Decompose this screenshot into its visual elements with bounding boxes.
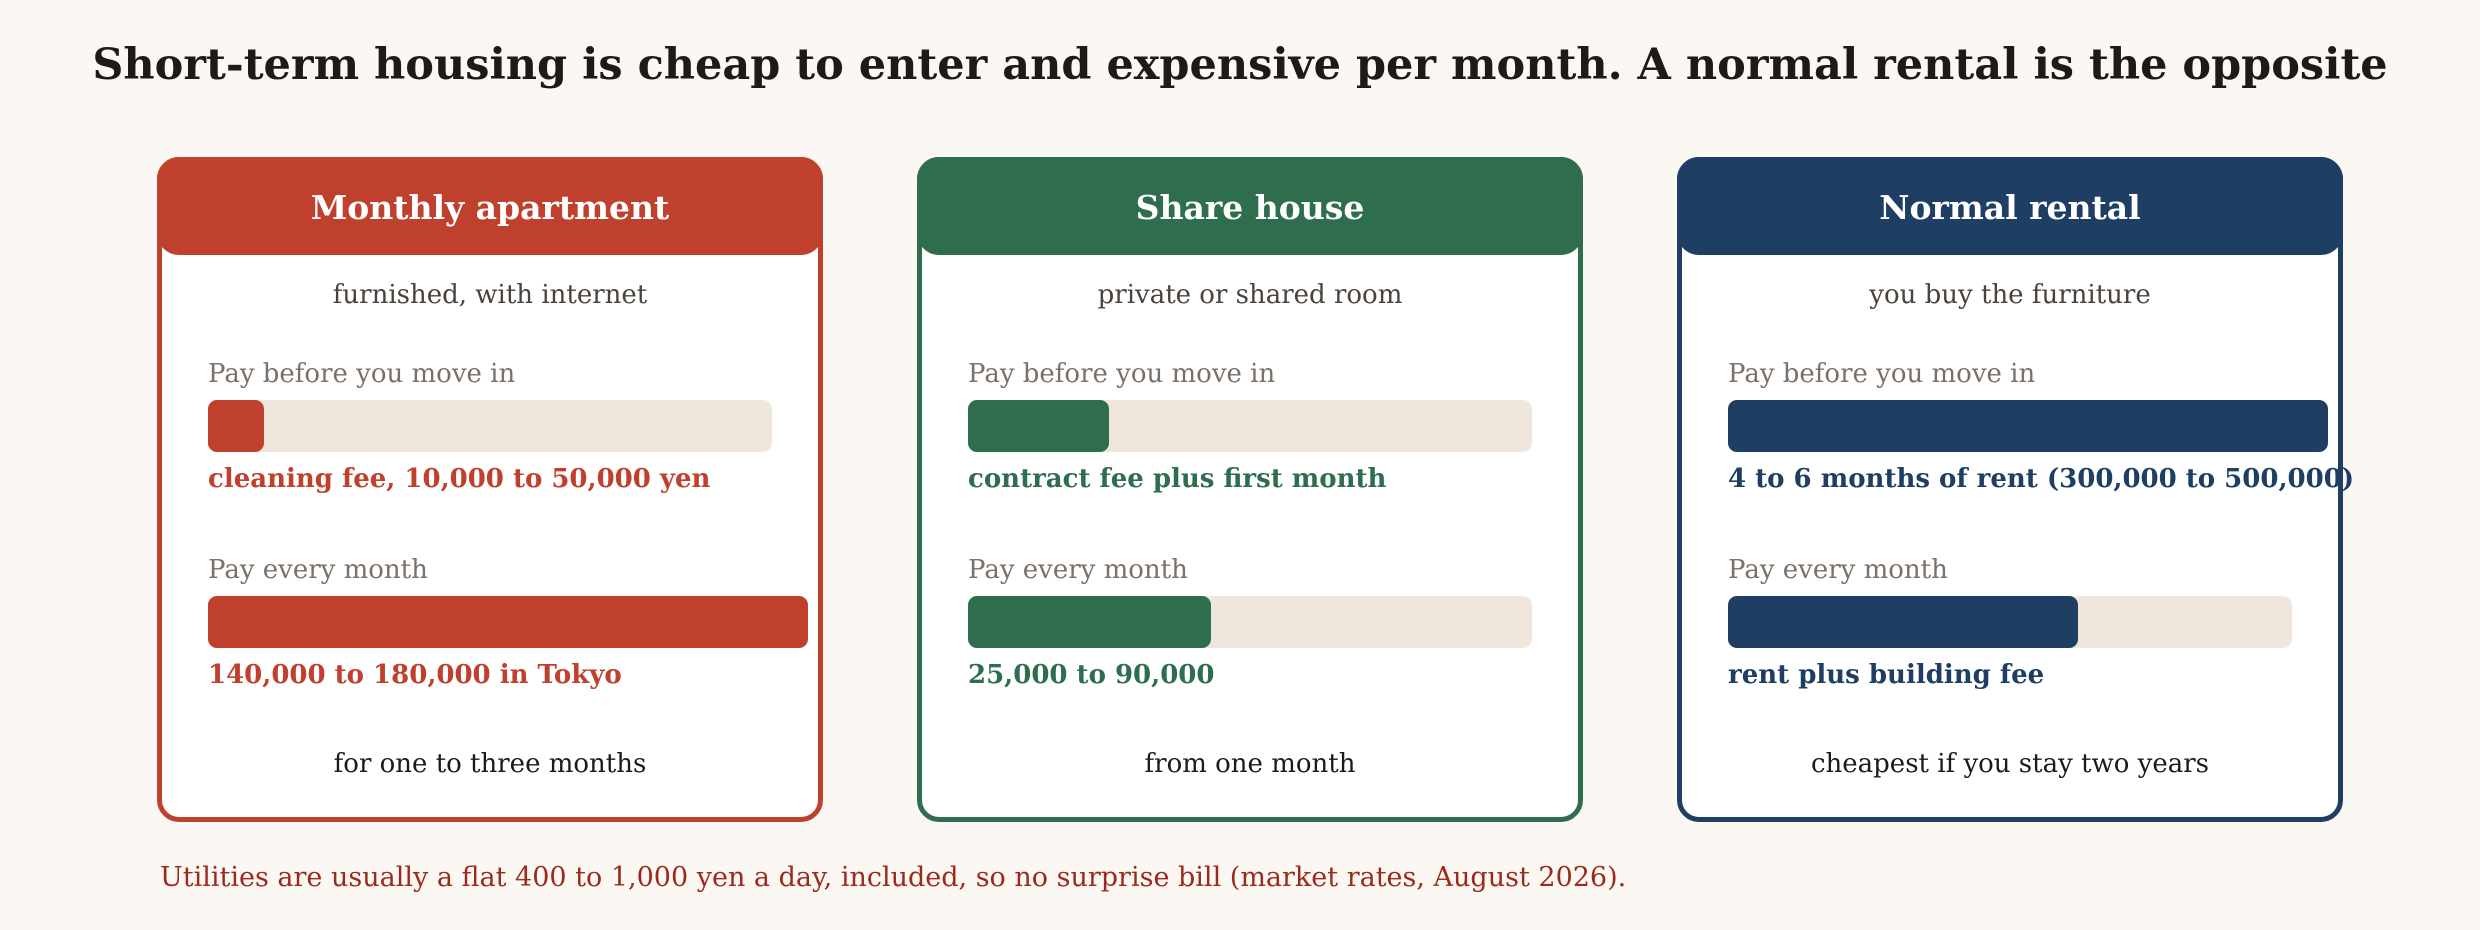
monthly-label: Pay every month — [1728, 555, 1948, 585]
monthly-label: Pay every month — [968, 555, 1188, 585]
monthly-value: rent plus building fee — [1728, 660, 2045, 690]
upfront-value: 4 to 6 months of rent (300,000 to 500,00… — [1728, 464, 2355, 494]
upfront-value: contract fee plus first month — [968, 464, 1387, 494]
page-title: Short-term housing is cheap to enter and… — [92, 40, 2388, 90]
upfront-bar-fill — [968, 400, 1109, 452]
monthly-label: Pay every month — [208, 555, 428, 585]
upfront-label: Pay before you move in — [208, 359, 516, 389]
card-monthly-apartment: Monthly apartment furnished, with intern… — [157, 157, 823, 822]
card-header: Share house — [917, 157, 1583, 255]
upfront-bar-fill — [1728, 400, 2328, 452]
card-header: Monthly apartment — [157, 157, 823, 255]
card-footer: for one to three months — [333, 749, 647, 779]
card-subtitle: you buy the furniture — [1869, 280, 2151, 310]
card-share-house: Share house private or shared room Pay b… — [917, 157, 1583, 822]
monthly-bar-fill — [968, 596, 1211, 648]
card-footer: cheapest if you stay two years — [1810, 749, 2210, 779]
footnote: Utilities are usually a flat 400 to 1,00… — [160, 862, 1627, 893]
card-subtitle: private or shared room — [1097, 280, 1403, 310]
monthly-bar-fill — [1728, 596, 2078, 648]
monthly-bar-fill — [208, 596, 808, 648]
card-footer: from one month — [1144, 749, 1356, 779]
upfront-label: Pay before you move in — [968, 359, 1276, 389]
card-subtitle: furnished, with internet — [332, 280, 648, 310]
upfront-bar-fill — [208, 400, 264, 452]
monthly-value: 25,000 to 90,000 — [968, 660, 1215, 690]
card-header: Normal rental — [1677, 157, 2343, 255]
monthly-value: 140,000 to 180,000 in Tokyo — [208, 660, 622, 690]
upfront-value: cleaning fee, 10,000 to 50,000 yen — [208, 464, 711, 494]
upfront-label: Pay before you move in — [1728, 359, 2036, 389]
upfront-bar-track — [208, 400, 772, 452]
card-normal-rental: Normal rental you buy the furniture Pay … — [1677, 157, 2354, 822]
